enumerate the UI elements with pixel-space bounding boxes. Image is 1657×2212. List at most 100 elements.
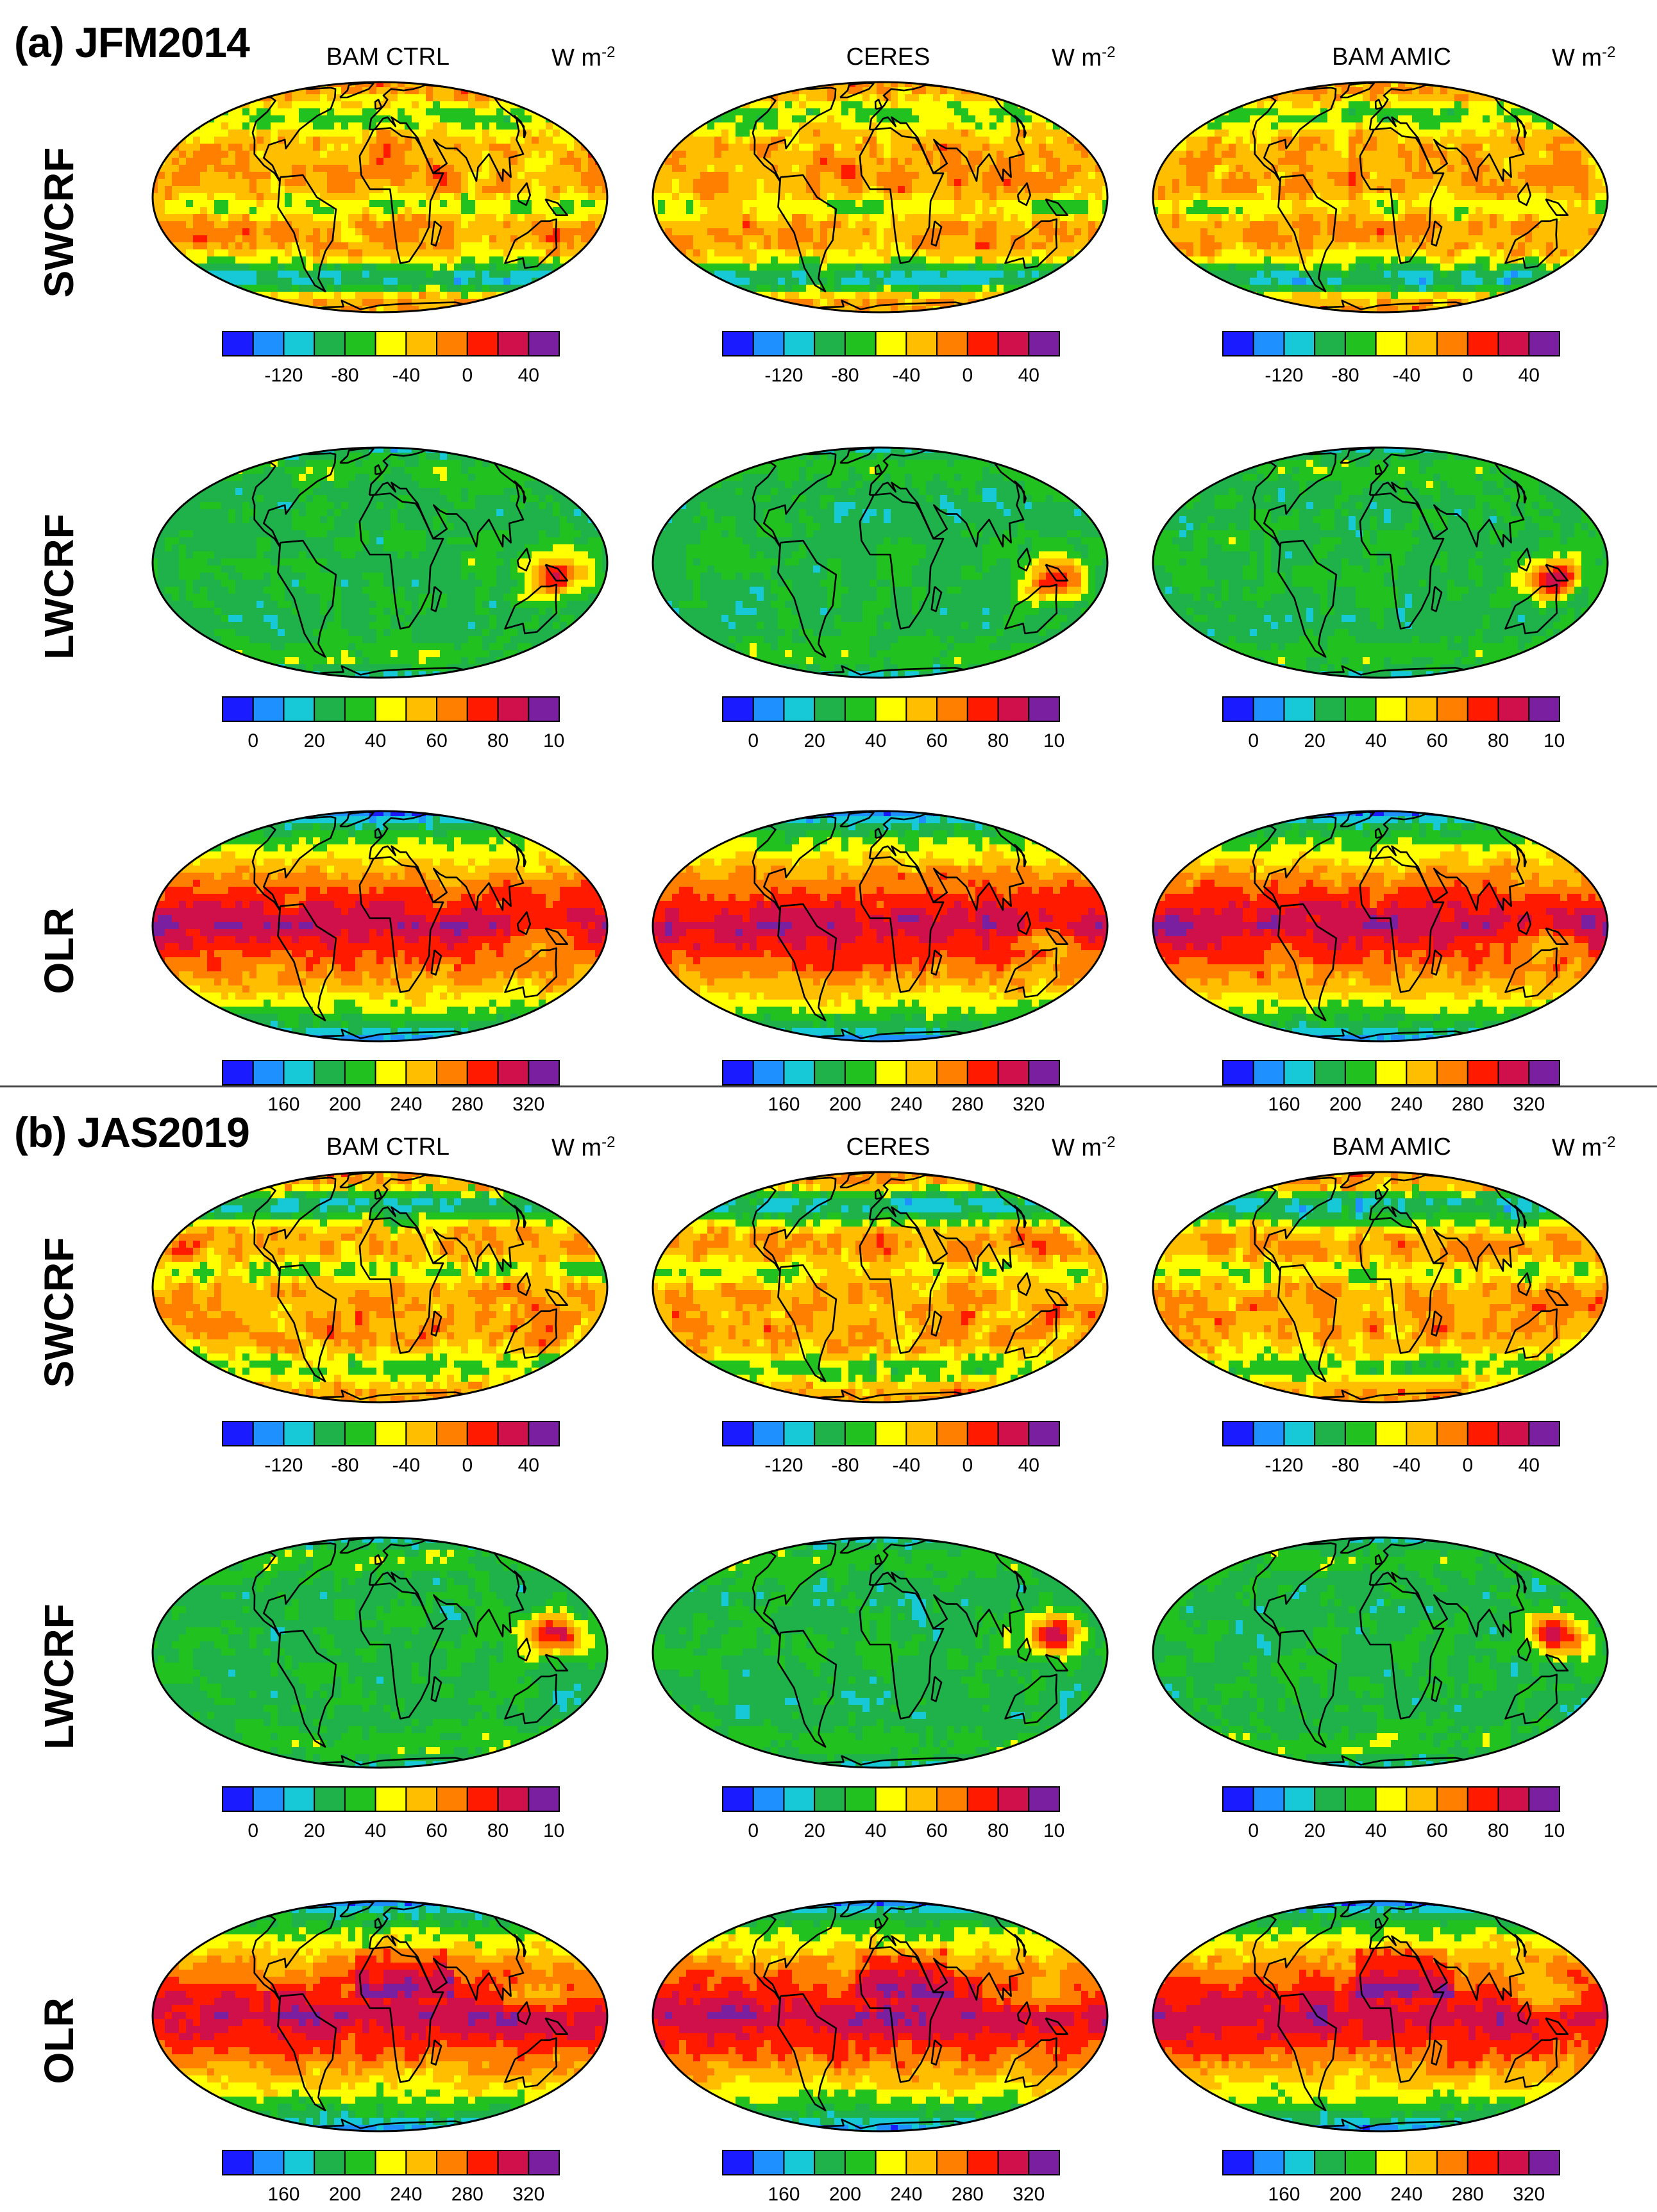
colorbar-p1-r3-c1-swatch	[223, 1060, 253, 1085]
colorbar-p2-r3-c1-tick-label: 160	[267, 2184, 299, 2205]
colorbar-p1-r3-c3-swatch	[1376, 1060, 1407, 1085]
colorbar-p1-r1-c2-swatch	[998, 331, 1029, 356]
colorbar-p1-r1-c3-swatch	[1529, 331, 1560, 356]
colorbar-p1-r2-c1-swatch	[223, 697, 253, 721]
colorbar-p1-r3-c3-swatch	[1468, 1060, 1499, 1085]
colorbar-p1-r3-c2-swatch	[753, 1060, 784, 1085]
colorbar-p1-r3-c1-swatch	[528, 1060, 559, 1085]
colorbar-p1-r1-c1-swatch	[253, 331, 284, 356]
colorbar-p2-r3-c2-swatch	[968, 2150, 998, 2175]
colorbar-p2-r1-c3-swatch	[1529, 1421, 1560, 1446]
colorbar-p2-r3-c3-swatch	[1284, 2150, 1315, 2175]
colorbar-p2-r2-c1-swatch	[283, 1787, 314, 1811]
colorbar-p2-r1-c1-swatch	[223, 1421, 253, 1446]
colorbar-p2-r3-c1-tick-label: 240	[390, 2184, 422, 2205]
colorbar-p1-r1-c1-tick-label: -40	[392, 365, 420, 386]
map-p1-r2-c2	[651, 446, 1109, 680]
colorbar-p2-r2-c1-swatch	[467, 1787, 498, 1811]
colorbar-p2-r3-c2-swatch	[845, 2150, 876, 2175]
colorbar-p1-r2-c3-swatch	[1468, 697, 1499, 721]
colorbar-p1-r1-c3-swatch	[1284, 331, 1315, 356]
colorbar-p2-r1-c2-swatch	[1029, 1421, 1059, 1446]
map-p1-r3-c3	[1151, 809, 1610, 1043]
panel-b-row-3-label: OLR	[35, 1913, 83, 2169]
colorbar-p2-r3-c1-tick-label: 200	[329, 2184, 361, 2205]
colorbar-p2-r3-c3-swatch	[1468, 2150, 1499, 2175]
colorbar-p1-r2-c2-swatch	[937, 697, 968, 721]
colorbar-p2-r2-c2-swatch	[845, 1787, 876, 1811]
colorbar-p1-r3-c3-tick-label: 200	[1329, 1094, 1361, 1115]
colorbar-p2-r2-c3-tick-label: 80	[1488, 1820, 1509, 1841]
colorbar-p1-r2-c1-swatch	[406, 697, 437, 721]
panel-b-col-3-title: BAM AMIC	[1263, 1134, 1520, 1161]
colorbar-p2-r3-c1-swatch	[223, 2150, 253, 2175]
colorbar-p2-r1-c3-tick-label: -120	[1265, 1455, 1303, 1476]
colorbar-p1-r2-c1-swatch	[283, 697, 314, 721]
colorbar-p2-r3-c2-swatch	[1029, 2150, 1059, 2175]
colorbar-p2-r1-c1-swatch	[406, 1421, 437, 1446]
colorbar-p2-r2-c2-tick-label: 100	[1043, 1820, 1064, 1841]
colorbar-p1-r2-c2-swatch	[784, 697, 814, 721]
colorbar-p1-r2-c1-swatch	[314, 697, 345, 721]
colorbar-p1-r1-c1-swatch	[314, 331, 345, 356]
map-p2-r2-c2	[651, 1536, 1109, 1770]
map-p2-r3-c2	[651, 1899, 1109, 2133]
colorbar-p2-r1-c1-swatch	[253, 1421, 284, 1446]
colorbar-p2-r2-c1-swatch	[406, 1787, 437, 1811]
colorbar-p1-r3-c1-tick-label: 240	[390, 1094, 422, 1115]
colorbar-p2-r1-c2-swatch	[968, 1421, 998, 1446]
colorbar-p1-r1-c1-swatch	[376, 331, 407, 356]
colorbar-p2-r2-c2-swatch	[876, 1787, 907, 1811]
colorbar-p2-r2-c1-swatch	[376, 1787, 407, 1811]
colorbar-p2-r2-c1-tick-label: 100	[543, 1820, 564, 1841]
colorbar-p2-r2-c1-tick-label: 80	[487, 1820, 509, 1841]
colorbar-p2-r1-c2-swatch	[784, 1421, 814, 1446]
colorbar-p2-r1-c1-swatch	[376, 1421, 407, 1446]
colorbar-p1-r1-c1-swatch	[498, 331, 529, 356]
colorbar-p1-r1-c1-tick-label: -80	[331, 365, 358, 386]
panel-b-col-2-title: CERES	[760, 1134, 1016, 1161]
colorbar-p1-r2-c1-swatch	[467, 697, 498, 721]
colorbar-p1-r1-c3-swatch	[1345, 331, 1376, 356]
colorbar-p2-r3-c1-swatch	[437, 2150, 467, 2175]
panel-a-col-2-title: CERES	[760, 44, 1016, 71]
colorbar-p1-r3-c1-tick-label: 280	[451, 1094, 484, 1115]
colorbar-p2-r3-c3-swatch	[1254, 2150, 1284, 2175]
colorbar-p1-r2-c3-swatch	[1254, 697, 1284, 721]
colorbar-p1-r1-c1-swatch	[467, 331, 498, 356]
panel-b-row-1-label: SWCRF	[35, 1184, 83, 1441]
colorbar-p1-r3-c3-swatch	[1437, 1060, 1468, 1085]
colorbar-p2-r3-c2-swatch	[937, 2150, 968, 2175]
colorbar-p2-r3-c1-swatch	[314, 2150, 345, 2175]
colorbar-p1-r2-c2-tick-label: 40	[865, 730, 886, 751]
colorbar-p1-r1-c3-tick-label: -80	[1331, 365, 1359, 386]
colorbar-p2-r2-c3-tick-label: 60	[1426, 1820, 1447, 1841]
panel-a-row-2-label: LWCRF	[35, 458, 83, 715]
colorbar-p2-r2-c3-swatch	[1468, 1787, 1499, 1811]
colorbar-p1-r3-c2-swatch	[876, 1060, 907, 1085]
colorbar-p2-r1-c2-swatch	[845, 1421, 876, 1446]
colorbar-p2-r2-c3-swatch	[1529, 1787, 1560, 1811]
colorbar-p2-r2-c3-swatch	[1254, 1787, 1284, 1811]
colorbar-p2-r2-c3-swatch	[1223, 1787, 1254, 1811]
colorbar-p1-r2-c2-swatch	[968, 697, 998, 721]
colorbar-p2-r2-c2-tick-label: 40	[865, 1820, 886, 1841]
colorbar-p1-r1-c3-swatch	[1499, 331, 1529, 356]
colorbar-p2-r2-c3-swatch	[1315, 1787, 1345, 1811]
map-p1-r2-c3	[1151, 446, 1610, 680]
colorbar-p1-r3-c2-tick-label: 320	[1013, 1094, 1045, 1115]
colorbar-p2-r1-c3-swatch	[1223, 1421, 1254, 1446]
colorbar-p2-r3-c3-tick-label: 280	[1452, 2184, 1484, 2205]
colorbar-p2-r1-c3-swatch	[1345, 1421, 1376, 1446]
colorbar-p2-r3-c2-swatch	[723, 2150, 753, 2175]
colorbar-p1-r1-c2-tick-label: -120	[764, 365, 803, 386]
colorbar-p2-r1-c2-swatch	[937, 1421, 968, 1446]
colorbar-p1-r2-c2-tick-label: 20	[803, 730, 825, 751]
